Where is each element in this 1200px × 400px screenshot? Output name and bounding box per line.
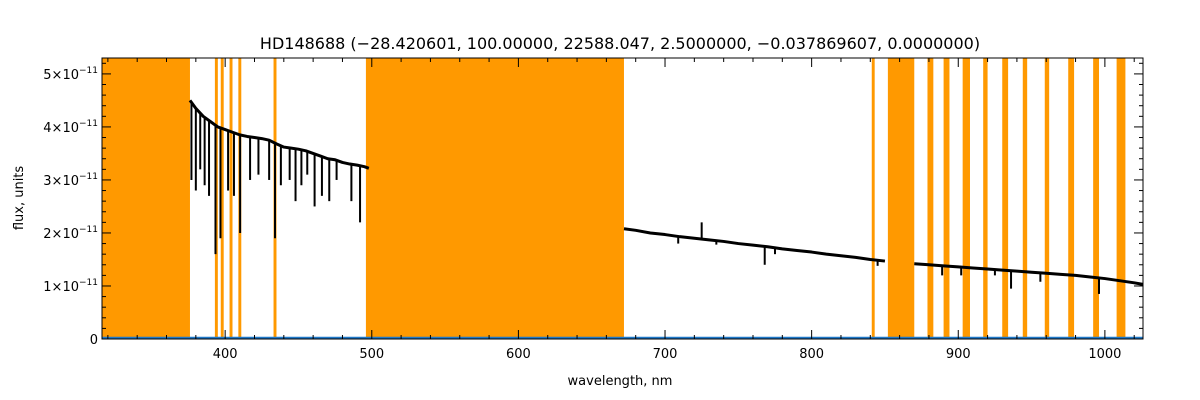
x-tick-label: 600 (506, 347, 531, 362)
masked-region-15 (1044, 58, 1050, 339)
x-axis: 400 500 600 700 800 900 1000 (107, 58, 1135, 362)
masked-region-11 (962, 58, 970, 339)
masked-region-2 (220, 58, 224, 339)
masked-regions (102, 58, 1126, 339)
y-tick-label: 1×10−11 (43, 278, 98, 295)
x-tick-label: 900 (946, 347, 971, 362)
x-axis-label: wavelength, nm (568, 374, 673, 389)
spectrum-segment-0 (188, 99, 370, 170)
masked-region-0 (102, 58, 190, 339)
spectrum-series (188, 99, 1144, 294)
masked-region-18 (1116, 58, 1126, 339)
masked-region-13 (1002, 58, 1009, 339)
masked-region-9 (927, 58, 934, 339)
y-tick-label: 0 (90, 333, 98, 348)
y-tick-label: 4×10−11 (43, 119, 98, 136)
x-tick-label: 1000 (1088, 347, 1121, 362)
x-tick-label: 500 (359, 347, 384, 362)
masked-region-16 (1068, 58, 1075, 339)
masked-region-7 (871, 58, 875, 339)
x-tick-label: 700 (653, 347, 678, 362)
x-tick-label: 800 (799, 347, 824, 362)
y-tick-label: 3×10−11 (43, 172, 98, 189)
spectrum-segment-1 (623, 227, 886, 263)
y-tick-label: 5×10−11 (43, 66, 98, 83)
masked-region-3 (229, 58, 233, 339)
plot-frame (101, 57, 1144, 340)
y-axis: 0 1×10−11 2×10−11 3×10−11 4×10−11 5×10−11 (43, 62, 1143, 348)
masked-region-17 (1093, 58, 1100, 339)
masked-region-14 (1022, 58, 1028, 339)
masked-region-8 (887, 58, 915, 339)
masked-region-12 (983, 58, 988, 339)
chart-title: HD148688 (−28.420601, 100.00000, 22588.0… (260, 34, 980, 53)
masked-region-6 (365, 58, 624, 339)
y-tick-label: 2×10−11 (43, 225, 98, 242)
y-axis-label: flux, units (12, 166, 27, 231)
x-tick-label: 400 (213, 347, 238, 362)
masked-region-10 (943, 58, 950, 339)
spectrum-segment-2 (914, 262, 1144, 286)
